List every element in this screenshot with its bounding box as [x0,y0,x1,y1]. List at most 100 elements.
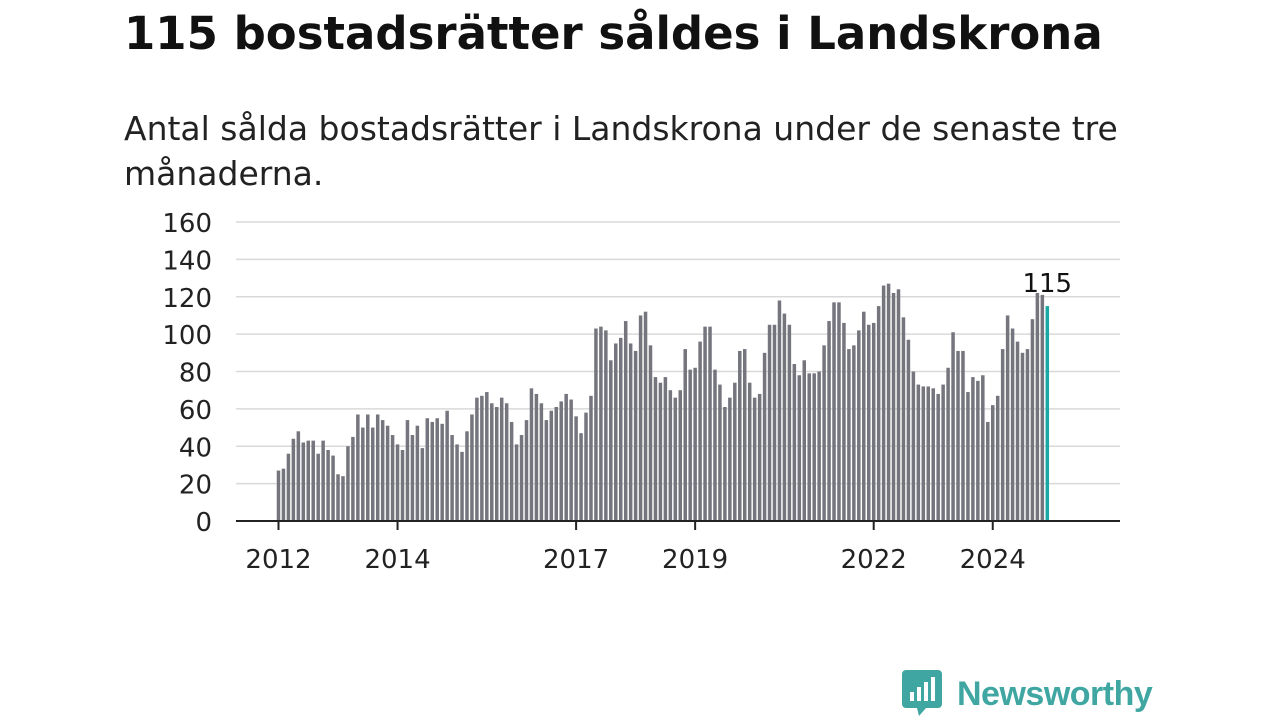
bar [480,395,484,521]
bar [723,407,727,521]
bar [772,324,777,521]
bar [906,339,911,521]
bar [663,377,668,521]
bar [1000,349,1005,521]
y-tick-label: 40 [179,433,212,463]
bar [465,431,469,521]
bar [698,341,702,521]
bar [703,326,707,521]
bar [584,412,588,521]
bar [832,302,836,521]
y-tick-label: 0 [195,508,212,538]
bar [410,435,415,521]
bar [881,285,886,521]
bar [351,436,355,521]
bar [817,371,821,521]
bar [901,317,906,521]
bar [291,438,296,521]
bar [782,313,787,521]
bar [499,397,504,521]
bar [862,311,866,521]
bar [956,350,960,521]
bar [614,343,618,521]
bar [276,470,281,521]
bar [331,455,335,521]
bar [604,330,608,521]
bar [847,349,851,521]
bar [643,311,648,521]
bar [415,425,420,521]
bar [425,418,430,521]
bar [986,421,990,521]
bar [544,420,549,521]
bar [321,440,325,521]
bar [361,427,365,521]
x-tick-label: 2017 [543,545,609,575]
bar [822,345,826,521]
x-tick-label: 2012 [245,545,311,575]
bar [366,414,370,521]
bar [708,326,712,521]
bar [837,302,841,521]
bar [306,440,311,521]
bar [728,397,732,521]
bar [574,416,578,521]
bar [871,322,876,521]
bar [738,350,742,521]
y-tick-label: 140 [162,246,212,276]
bar [609,360,613,521]
bar [792,364,797,521]
bar [623,321,628,521]
bar [380,420,385,521]
bar [638,315,643,521]
bar [326,449,330,521]
bar [599,326,603,521]
bar [683,349,687,521]
bar [539,403,544,521]
bar [990,405,995,521]
newsworthy-logo[interactable]: Newsworthy [902,670,1153,718]
bar [757,393,762,521]
bar-highlight [1045,306,1050,521]
bar [594,328,598,521]
bar [559,401,563,521]
bar [450,435,454,521]
chart-subtitle: Antal sålda bostadsrätter i Landskrona u… [124,109,1118,193]
x-tick-label: 2019 [662,545,728,575]
bar [336,474,340,521]
bar [896,289,901,521]
bar [628,343,633,521]
bar [1015,341,1020,521]
bar [762,352,767,521]
bar [857,330,861,521]
bar [405,420,410,521]
bar [534,393,539,521]
bar [752,397,757,521]
bar [668,390,673,521]
bar [460,451,464,521]
x-tick-label: 2024 [960,545,1026,575]
bar [455,444,459,521]
bar [981,375,985,521]
newsworthy-logo-icon [902,670,942,716]
bar [812,373,816,521]
bar [876,306,881,521]
bar [688,369,692,521]
bar [440,423,444,521]
bar [678,390,683,521]
bar [886,283,891,521]
bar [713,369,717,521]
bar [946,367,950,521]
bar [1020,352,1025,521]
bar [673,397,678,521]
bar [807,373,811,521]
bar [1005,315,1010,521]
bar [370,427,375,521]
bar [842,322,846,521]
bar [311,440,315,521]
bar [554,407,559,521]
bar [395,444,400,521]
bar [296,431,301,521]
y-tick-label: 100 [162,321,212,351]
